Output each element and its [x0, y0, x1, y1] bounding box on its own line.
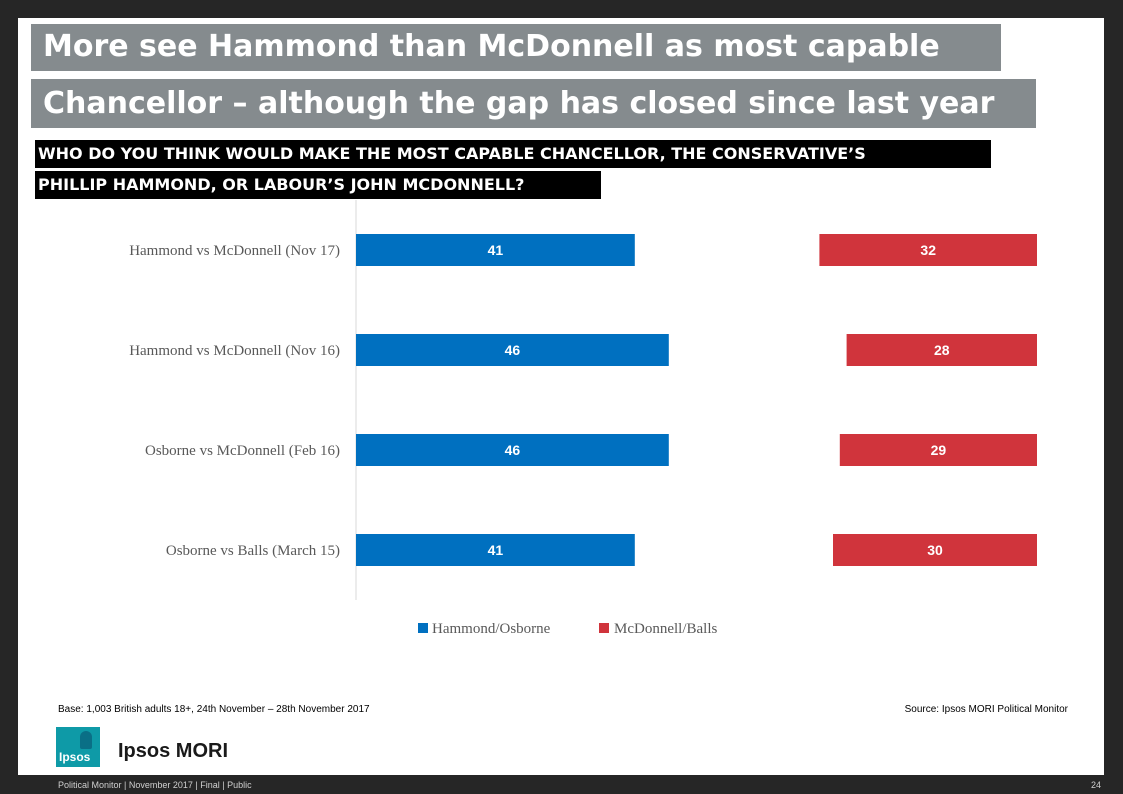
title-line-1: More see Hammond than McDonnell as most … — [31, 24, 1001, 71]
bar-hammond-osborne — [356, 234, 635, 266]
category-label: Hammond vs McDonnell (Nov 16) — [129, 343, 340, 359]
slide: More see Hammond than McDonnell as most … — [18, 18, 1104, 775]
category-label: Hammond vs McDonnell (Nov 17) — [129, 243, 340, 259]
data-label: 41 — [488, 242, 504, 258]
bar-mcdonnell-balls — [839, 434, 1037, 466]
data-label: 46 — [505, 342, 521, 358]
bar-hammond-osborne — [356, 434, 669, 466]
category-label: Osborne vs Balls (March 15) — [166, 543, 340, 559]
title-line-2: Chancellor – although the gap has closed… — [31, 79, 1036, 128]
bar-hammond-osborne — [356, 534, 635, 566]
bar-hammond-osborne — [356, 334, 669, 366]
logo-text: Ipsos — [59, 750, 91, 764]
data-label: 32 — [920, 242, 936, 258]
legend-label: McDonnell/Balls — [614, 621, 717, 637]
legend-swatch — [418, 623, 428, 633]
logo-mark-icon — [80, 731, 92, 749]
data-label: 30 — [927, 542, 943, 558]
data-label: 29 — [931, 442, 947, 458]
source-note: Source: Ipsos MORI Political Monitor — [904, 704, 1068, 715]
data-label: 41 — [488, 542, 504, 558]
question-line-2: PHILLIP HAMMOND, OR LABOUR’S JOHN MCDONN… — [35, 171, 601, 199]
brand-name: Ipsos MORI — [118, 740, 229, 762]
data-label: 28 — [934, 342, 950, 358]
question-line-1: WHO DO YOU THINK WOULD MAKE THE MOST CAP… — [35, 140, 991, 168]
legend-swatch — [599, 623, 609, 633]
footer-text: Political Monitor | November 2017 | Fina… — [58, 780, 252, 790]
bar-mcdonnell-balls — [833, 534, 1037, 566]
ipsos-logo: Ipsos — [56, 727, 100, 767]
base-note: Base: 1,003 British adults 18+, 24th Nov… — [58, 704, 370, 715]
category-label: Osborne vs McDonnell (Feb 16) — [145, 443, 340, 459]
bar-chart: Hammond vs McDonnell (Nov 17) 41 32 Hammond… — [129, 200, 1037, 637]
page-number: 24 — [1090, 780, 1101, 790]
legend-label: Hammond/Osborne — [432, 621, 551, 637]
bar-mcdonnell-balls — [846, 334, 1037, 366]
data-label: 46 — [505, 442, 521, 458]
bar-mcdonnell-balls — [819, 234, 1037, 266]
